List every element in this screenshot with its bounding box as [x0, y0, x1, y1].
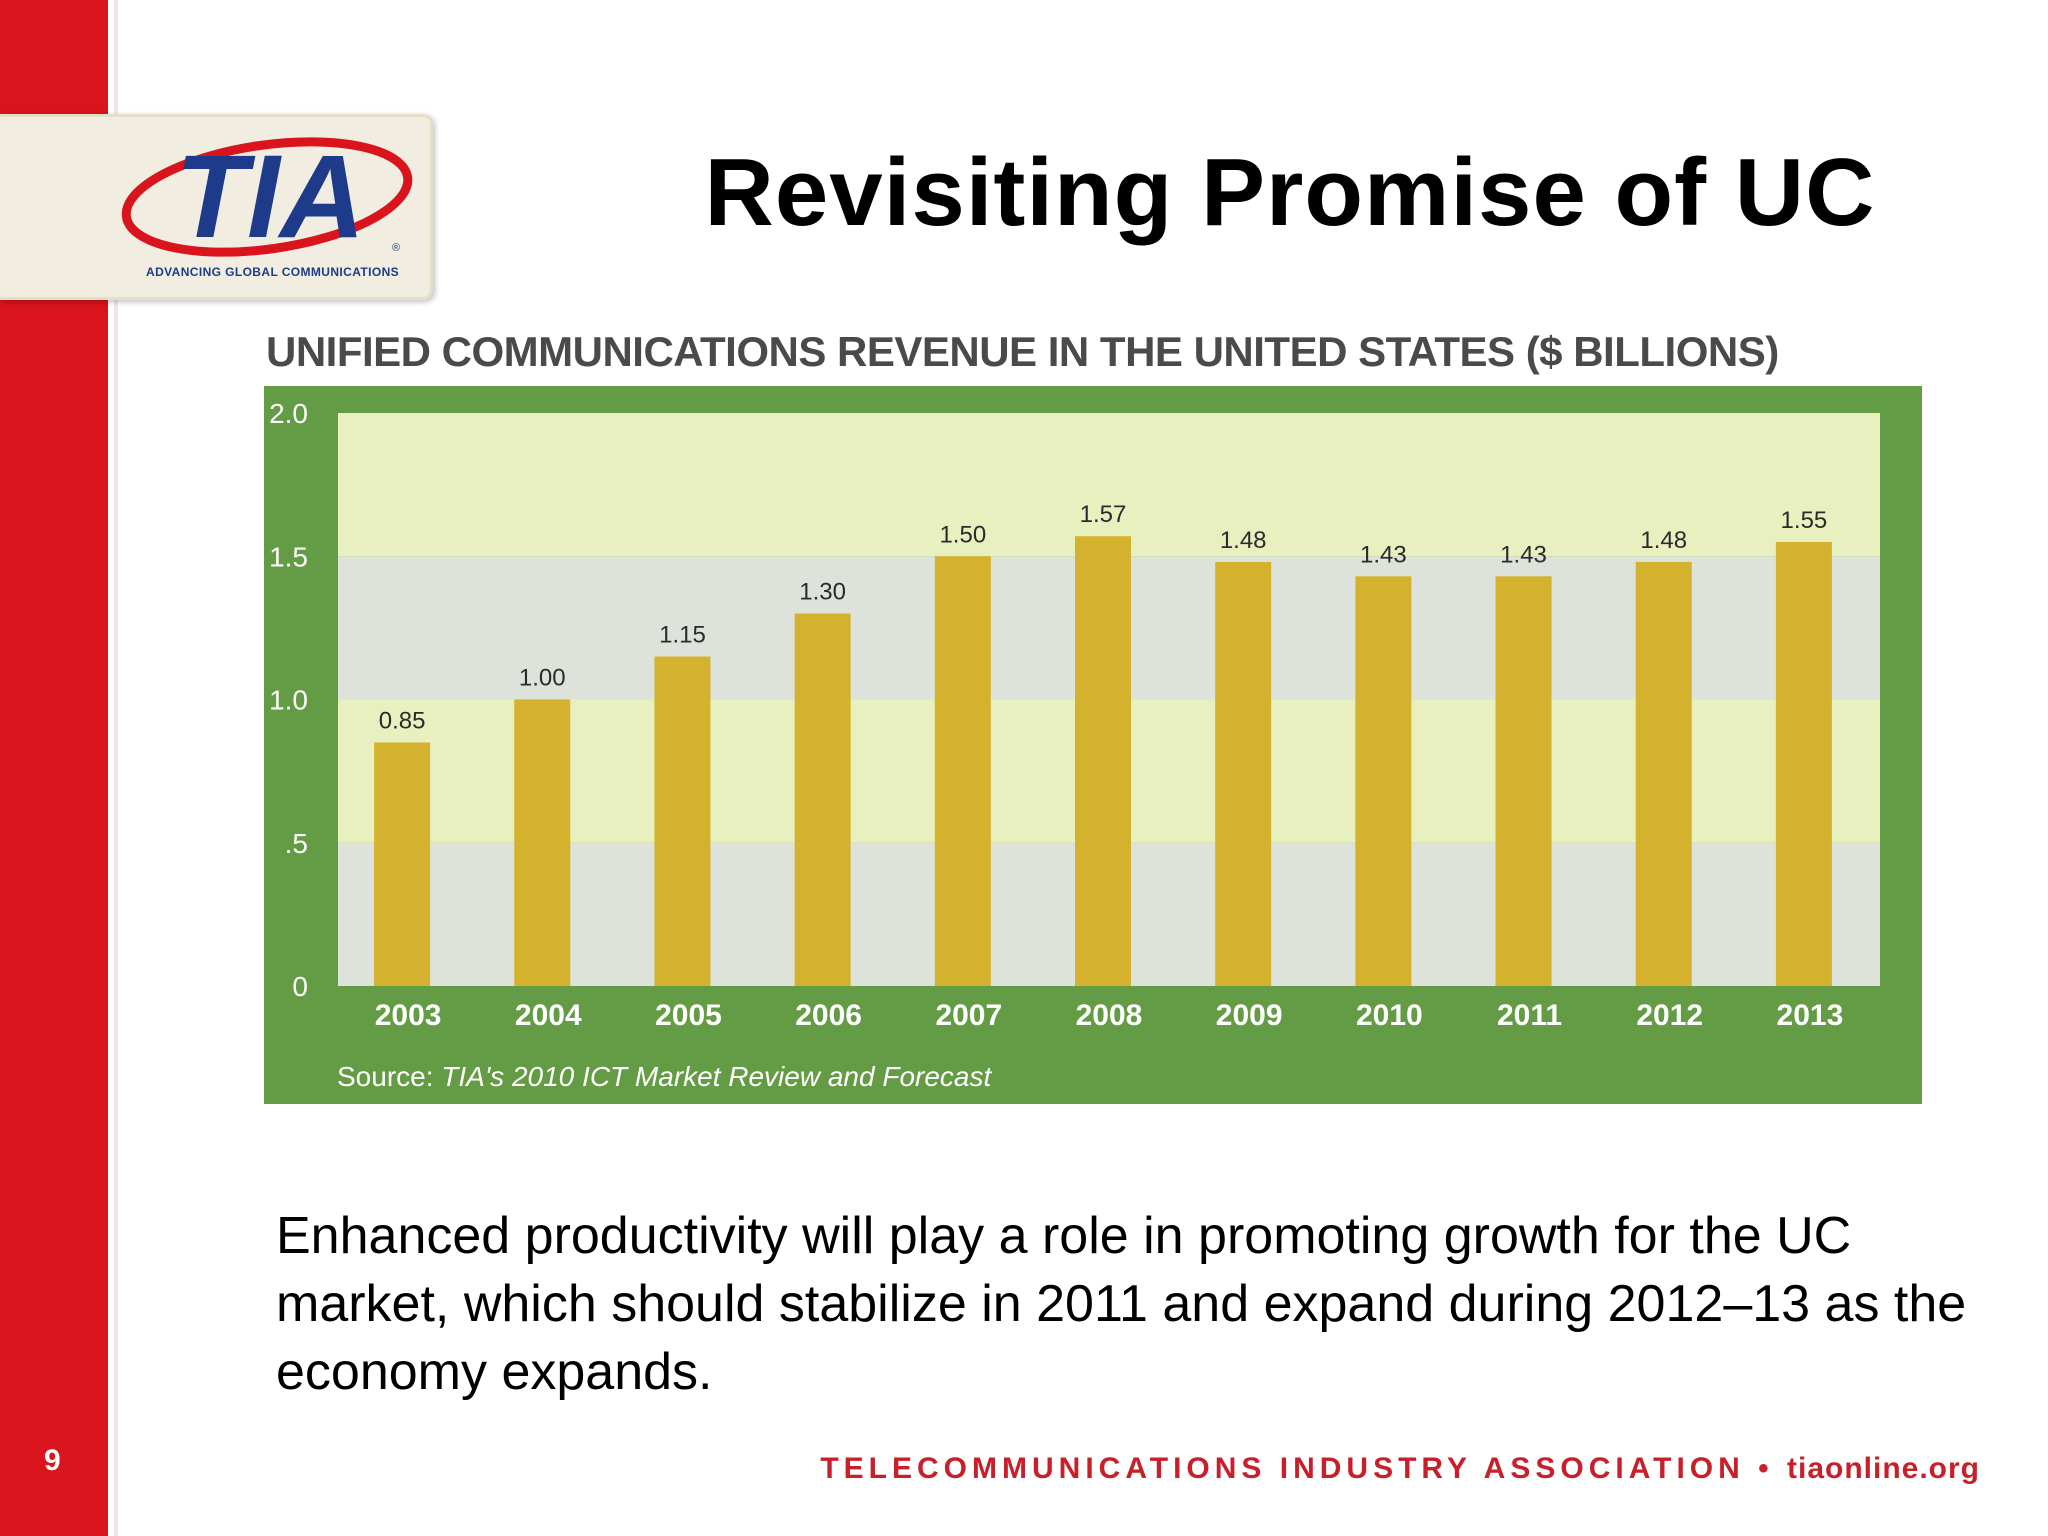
y-tick-label: 1.0 [269, 685, 308, 716]
bar-value-label: 1.00 [519, 665, 566, 692]
x-tick-label: 2010 [1356, 999, 1423, 1032]
bar-2010 [1355, 576, 1412, 986]
logo-wordmark: TIA [175, 131, 365, 263]
bar-series [374, 536, 1832, 986]
footer-separator: • [1758, 1452, 1774, 1485]
bar-value-label: 1.55 [1781, 507, 1828, 534]
y-tick-label: .5 [285, 828, 308, 859]
bar-chart: 0.851.001.151.301.501.571.481.43 1.431.48… [269, 398, 1880, 1092]
x-tick-label: 2009 [1216, 999, 1283, 1032]
bar-value-label: 1.15 [659, 622, 706, 649]
bar-value-label: 1.57 [1080, 501, 1127, 528]
footer-website-link[interactable]: tiaonline.org [1787, 1452, 1980, 1485]
tia-logo-mark: TIA ® [121, 131, 413, 263]
slide-body-text: Enhanced productivity will play a role i… [276, 1207, 1967, 1401]
y-tick-label: 0 [292, 971, 308, 1002]
y-tick-label: 1.5 [269, 541, 308, 572]
x-tick-label: 2006 [795, 999, 862, 1032]
bar-value-label: 1.48 [1220, 527, 1267, 554]
x-tick-label: 2013 [1777, 999, 1844, 1032]
x-tick-label: 2008 [1076, 999, 1143, 1032]
source-prefix: Source: [337, 1061, 441, 1092]
chart-source-note: Source: TIA's 2010 ICT Market Review and… [337, 1061, 992, 1092]
x-axis: 2003 2004 2005 2006 2007 2008 2009 2010 2011 2012… [375, 999, 1844, 1032]
x-tick-label: 2003 [375, 999, 442, 1032]
bar-value-label: 1.43 [1500, 541, 1547, 568]
y-tick-label: 2.0 [269, 398, 308, 429]
bar-2005 [654, 656, 711, 986]
bar-2004 [514, 699, 571, 986]
chart-title: UNIFIED COMMUNICATIONS REVENUE IN THE UN… [266, 328, 1779, 375]
slide-number: 9 [44, 1444, 61, 1477]
footer: TELECOMMUNICATIONS INDUSTRY ASSOCIATION … [780, 1452, 1980, 1486]
bar-value-label: 1.43 [1360, 541, 1407, 568]
bar-2011 [1495, 576, 1552, 986]
x-tick-label: 2004 [515, 999, 582, 1032]
bar-value-label: 1.30 [799, 579, 846, 606]
accent-divider-shadow [114, 0, 118, 1536]
source-citation: TIA's 2010 ICT Market Review and Forecas… [441, 1061, 992, 1092]
bar-2006 [794, 613, 851, 986]
x-tick-label: 2007 [935, 999, 1002, 1032]
chart-frame: 0.85 1.00 1.15 1.30 1.50 1.57 1.48 1.43 1.43 1.48… [264, 386, 1922, 1104]
grid-band [338, 413, 1880, 557]
accent-divider [108, 0, 114, 1536]
slide-title: Revisiting Promise of UC [704, 139, 1876, 246]
y-axis: 0 .5 1.0 1.5 2.0 [269, 398, 308, 1002]
bar-2013 [1775, 541, 1832, 986]
logo-tagline: ADVANCING GLOBAL COMMUNICATIONS [146, 265, 400, 279]
logo-swoosh-icon [121, 137, 413, 257]
tia-logo: TIA ® ADVANCING GLOBAL COMMUNICATIONS [0, 114, 433, 300]
bar-2009 [1215, 561, 1272, 986]
bar-2003 [374, 742, 431, 986]
footer-org-name: TELECOMMUNICATIONS INDUSTRY ASSOCIATION [820, 1452, 1745, 1485]
x-tick-label: 2012 [1636, 999, 1703, 1032]
x-tick-label: 2011 [1497, 999, 1562, 1032]
data-labels: 0.85 1.00 1.15 1.30 1.50 1.57 1.48 1.43 1.43 1.48… [379, 501, 1828, 734]
x-tick-label: 2005 [655, 999, 722, 1032]
bar-2008 [1075, 536, 1131, 986]
bar-2012 [1635, 561, 1692, 986]
bar-value-label: 0.85 [379, 707, 426, 734]
bar-value-label: 1.50 [939, 521, 986, 548]
bar-2007 [934, 556, 991, 986]
bar-value-label: 1.48 [1640, 527, 1687, 554]
logo-registered-mark: ® [392, 242, 400, 254]
